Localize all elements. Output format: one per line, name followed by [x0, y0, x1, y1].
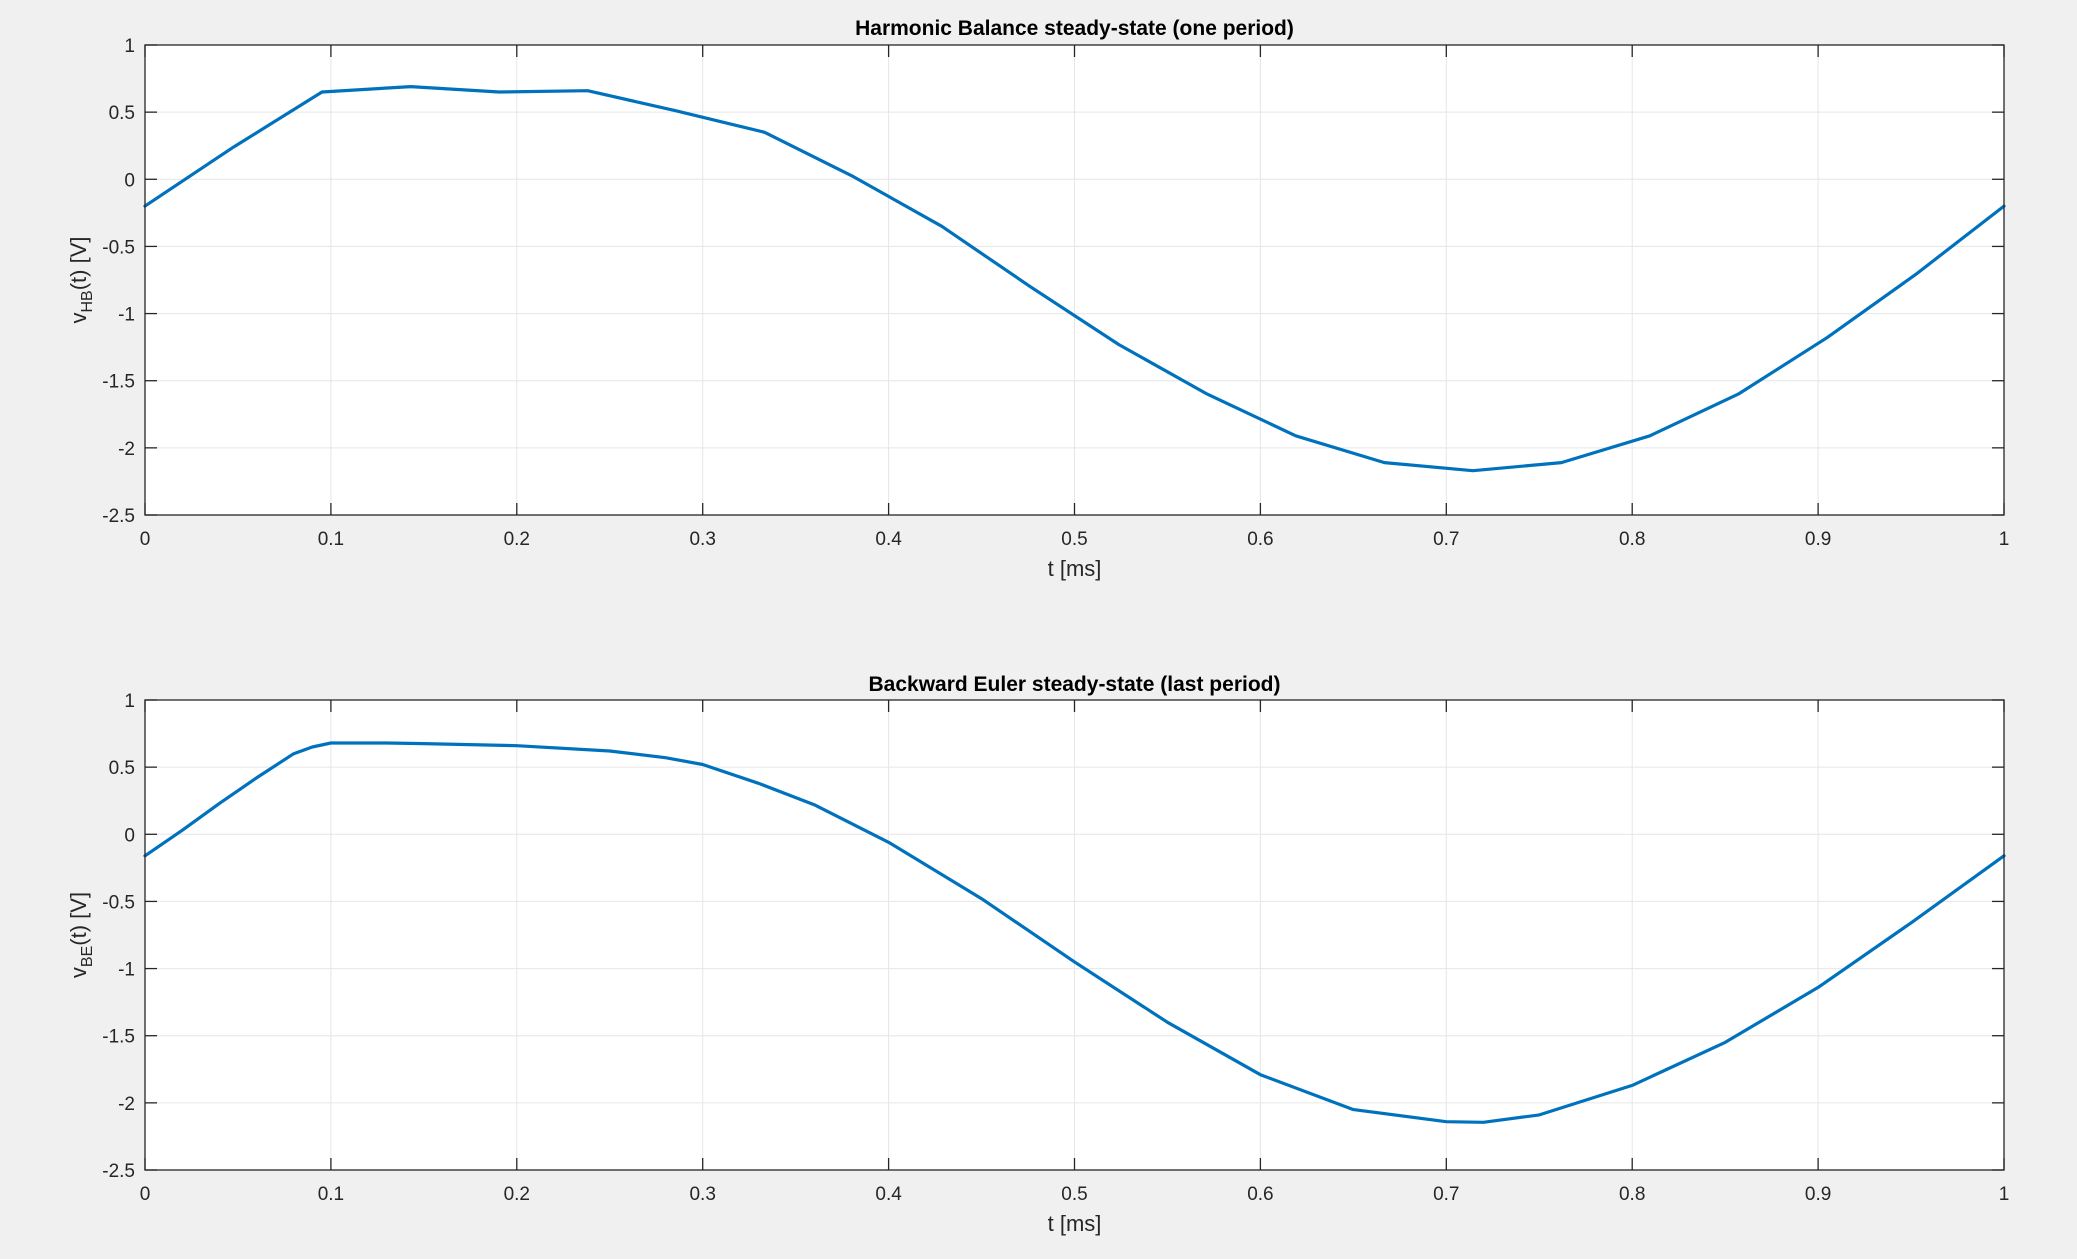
y-axis-label-rest-top: (t) [V] — [66, 236, 91, 290]
x-tick-label: 0.8 — [1619, 529, 1645, 550]
y-axis-label-bottom: vBE(t) [V] — [66, 892, 96, 978]
x-tick-label: 0 — [140, 529, 151, 550]
series-line-top — [143, 85, 2006, 473]
x-tick-label: 0.4 — [875, 1184, 902, 1205]
y-tick-label: -2 — [118, 1094, 135, 1115]
x-axis-label-bottom: t [ms] — [1048, 1211, 1102, 1236]
x-ticks-top: 0 0.1 0.2 0.3 0.4 0.5 0.6 0.7 0.8 0.9 1 — [140, 45, 2010, 550]
y-tick-label: -0.5 — [102, 892, 135, 913]
x-tick-label: 0.3 — [689, 1184, 715, 1205]
x-tick-label: 0.1 — [318, 529, 344, 550]
x-tick-label: 0.6 — [1247, 1184, 1273, 1205]
x-tick-label: 0.5 — [1061, 529, 1087, 550]
y-ticks-bottom: -2.5 -2 -1.5 -1 -0.5 0 0.5 1 — [102, 691, 2004, 1182]
x-tick-label: 0.6 — [1247, 529, 1273, 550]
axes-harmonic-balance: 0 0.1 0.2 0.3 0.4 0.5 0.6 0.7 0.8 0.9 1 -2.5 -2 -1.5… — [66, 17, 2009, 581]
x-tick-label: 0.7 — [1433, 1184, 1459, 1205]
y-tick-label: -0.5 — [102, 237, 135, 258]
y-tick-label: 0.5 — [109, 103, 135, 124]
x-ticks-bottom: 0 0.1 0.2 0.3 0.4 0.5 0.6 0.7 0.8 0.9 1 — [140, 700, 2010, 1205]
x-tick-label: 1 — [1999, 1184, 2010, 1205]
x-tick-label: 0.7 — [1433, 529, 1459, 550]
x-tick-label: 0.4 — [875, 529, 902, 550]
x-tick-label: 0.9 — [1805, 529, 1831, 550]
x-tick-label: 0.5 — [1061, 1184, 1087, 1205]
y-axis-label-sub-top: HB — [79, 290, 96, 312]
y-axis-label-main-top: v — [66, 313, 91, 324]
x-tick-label: 0.2 — [504, 1184, 530, 1205]
chart-title-bottom: Backward Euler steady-state (last period… — [869, 673, 1281, 696]
y-axis-label-rest-bottom: (t) [V] — [66, 892, 91, 946]
y-ticks-top: -2.5 -2 -1.5 -1 -0.5 0 0.5 1 — [102, 36, 2004, 527]
axes-backward-euler: 0 0.1 0.2 0.3 0.4 0.5 0.6 0.7 0.8 0.9 1 -2.5 -2 -1.5… — [66, 673, 2009, 1236]
y-tick-label: 1 — [124, 691, 135, 712]
y-tick-label: -2.5 — [102, 506, 135, 527]
y-axis-label-top: vHB(t) [V] — [66, 236, 96, 323]
x-tick-label: 0.2 — [504, 529, 530, 550]
x-axis-label-top: t [ms] — [1048, 556, 1102, 581]
x-tick-label: 0.9 — [1805, 1184, 1831, 1205]
y-axis-label-sub-bottom: BE — [79, 946, 96, 967]
x-tick-label: 0.1 — [318, 1184, 344, 1205]
y-tick-label: -1 — [118, 305, 135, 326]
chart-title-top: Harmonic Balance steady-state (one perio… — [855, 17, 1294, 40]
x-tick-label: 1 — [1999, 529, 2010, 550]
y-tick-label: -1.5 — [102, 1027, 135, 1048]
y-tick-label: -1.5 — [102, 372, 135, 393]
y-tick-label: 0.5 — [109, 758, 135, 779]
y-axis-label-main-bottom: v — [66, 967, 91, 978]
series-line-bottom — [143, 741, 2006, 1124]
y-tick-label: -1 — [118, 960, 135, 981]
y-tick-label: 0 — [124, 825, 135, 846]
x-tick-label: 0.3 — [689, 529, 715, 550]
y-tick-label: -2 — [118, 439, 135, 460]
y-tick-label: 0 — [124, 170, 135, 191]
x-tick-label: 0 — [140, 1184, 151, 1205]
y-tick-label: 1 — [124, 36, 135, 57]
x-tick-label: 0.8 — [1619, 1184, 1645, 1205]
y-tick-label: -2.5 — [102, 1161, 135, 1182]
